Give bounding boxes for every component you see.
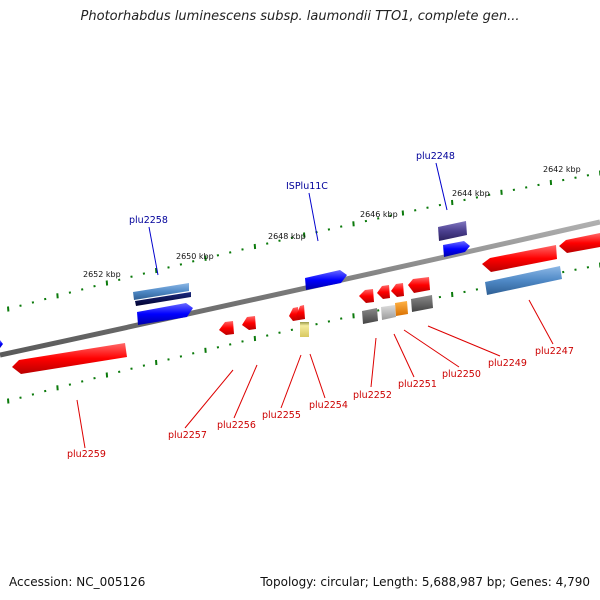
- gene-plu2250-top[interactable]: [408, 277, 430, 293]
- gene-plu2247-top[interactable]: [482, 245, 557, 272]
- gene-plu2259[interactable]: [12, 343, 127, 374]
- scale-label: 2650 kbp: [176, 252, 214, 261]
- gene-label[interactable]: plu2256: [217, 420, 256, 431]
- leader-plu2259: [76, 399, 86, 449]
- gene-plu2258[interactable]: [133, 283, 193, 325]
- gene-label[interactable]: plu2259: [67, 449, 106, 460]
- scale-label: 2644 kbp: [452, 189, 490, 198]
- leader-plu2258: [148, 226, 159, 276]
- gene-label[interactable]: plu2252: [353, 390, 392, 401]
- scale-label: 2648 kbp: [268, 232, 306, 241]
- gene-label[interactable]: plu2251: [398, 379, 437, 390]
- accession-text: Accession: NC_005126: [9, 575, 146, 589]
- leader-plu2256: [233, 364, 258, 419]
- gene-label[interactable]: plu2249: [488, 358, 527, 369]
- genome-summary-text: Topology: circular; Length: 5,688,987 bp…: [260, 575, 590, 589]
- gene-label[interactable]: plu2255: [262, 410, 301, 421]
- gene-plu2254[interactable]: [300, 322, 309, 337]
- map-title: Photorhabdus luminescens subsp. laumondi…: [80, 9, 520, 24]
- gene-label[interactable]: plu2257: [168, 430, 207, 441]
- leader-plu2250: [403, 329, 460, 368]
- gene-plu2247[interactable]: [485, 266, 562, 295]
- leader-plu2257: [184, 369, 234, 429]
- genome-backbone: [0, 219, 600, 358]
- leader-plu2255: [280, 354, 302, 409]
- gene-label[interactable]: plu2248: [416, 151, 455, 162]
- leader-plu2252: [370, 337, 377, 388]
- leader-plu2254: [309, 353, 326, 399]
- gene-plu2257[interactable]: [219, 321, 234, 335]
- gene-label[interactable]: plu2250: [442, 369, 481, 380]
- gene-plu2252b-top[interactable]: [377, 285, 390, 299]
- gene-plu2250[interactable]: [395, 301, 408, 316]
- gene-plu2252[interactable]: [362, 308, 378, 324]
- scale-track-upper: [7, 170, 600, 312]
- gene-plu2256[interactable]: [242, 316, 256, 330]
- leader-ISPlu11C: [308, 192, 319, 242]
- gene-plu2248[interactable]: [438, 221, 467, 241]
- gene-label[interactable]: plu2247: [535, 346, 574, 357]
- gene-plu2251[interactable]: [381, 305, 396, 320]
- leader-plu2247: [528, 299, 554, 345]
- leader-plu2249: [427, 325, 501, 357]
- leader-plu2248: [435, 162, 448, 211]
- gene-label[interactable]: plu2254: [309, 400, 348, 411]
- gene-label[interactable]: plu2258: [129, 215, 168, 226]
- leader-plu2251: [393, 333, 415, 378]
- gene-plu2252-top[interactable]: [359, 289, 374, 303]
- gene-plu2255b[interactable]: [296, 305, 305, 320]
- gene-plu2247-top2[interactable]: [559, 233, 600, 253]
- gene-ISPlu11C[interactable]: [305, 270, 347, 290]
- gene-label[interactable]: ISPlu11C: [286, 181, 328, 192]
- gene-plu2249[interactable]: [411, 295, 433, 312]
- scale-label: 2646 kbp: [360, 210, 398, 219]
- gene-plu2255[interactable]: [289, 307, 299, 321]
- scale-label: 2652 kbp: [83, 270, 121, 279]
- scale-label: 2642 kbp: [543, 165, 581, 174]
- gene-plu2248-arrow[interactable]: [443, 241, 470, 257]
- gene-plu2251-top[interactable]: [391, 283, 404, 297]
- gene-left-edge[interactable]: [0, 340, 3, 348]
